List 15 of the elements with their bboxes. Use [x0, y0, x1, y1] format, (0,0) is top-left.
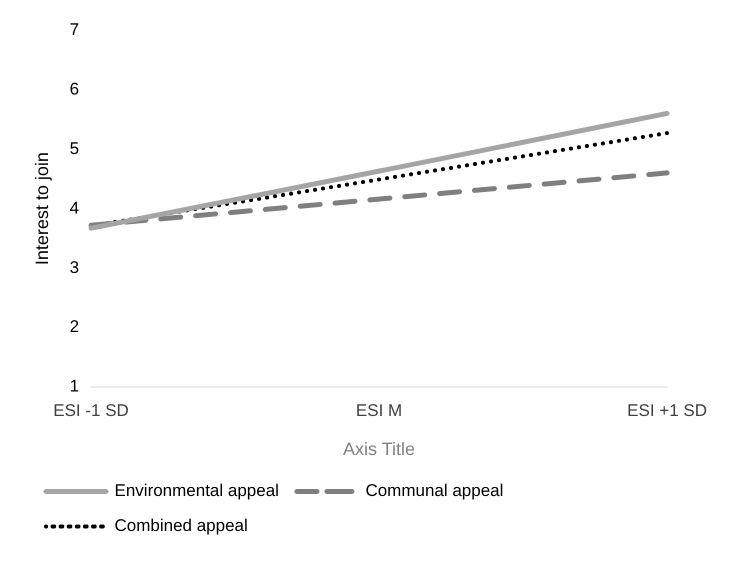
y-tick-label: 5 — [70, 138, 80, 158]
y-tick-label: 6 — [70, 79, 80, 98]
y-tick-label: 2 — [70, 317, 80, 336]
legend-label: Environmental appeal — [114, 481, 279, 500]
legend-label: Combined appeal — [114, 516, 248, 536]
y-tick-label: 4 — [70, 198, 80, 218]
x-tick-label: ESI -1 SD — [53, 400, 129, 420]
y-tick-label: 7 — [70, 20, 80, 39]
y-tick-label: 1 — [70, 376, 80, 396]
x-tick-label: ESI +1 SD — [627, 400, 708, 420]
legend-label: Communal appeal — [365, 481, 504, 500]
y-axis-title: Interest to join — [32, 152, 52, 266]
y-tick-label: 3 — [70, 258, 80, 277]
x-axis-title: Axis Title — [343, 439, 416, 460]
x-tick-label: ESI M — [356, 400, 402, 420]
